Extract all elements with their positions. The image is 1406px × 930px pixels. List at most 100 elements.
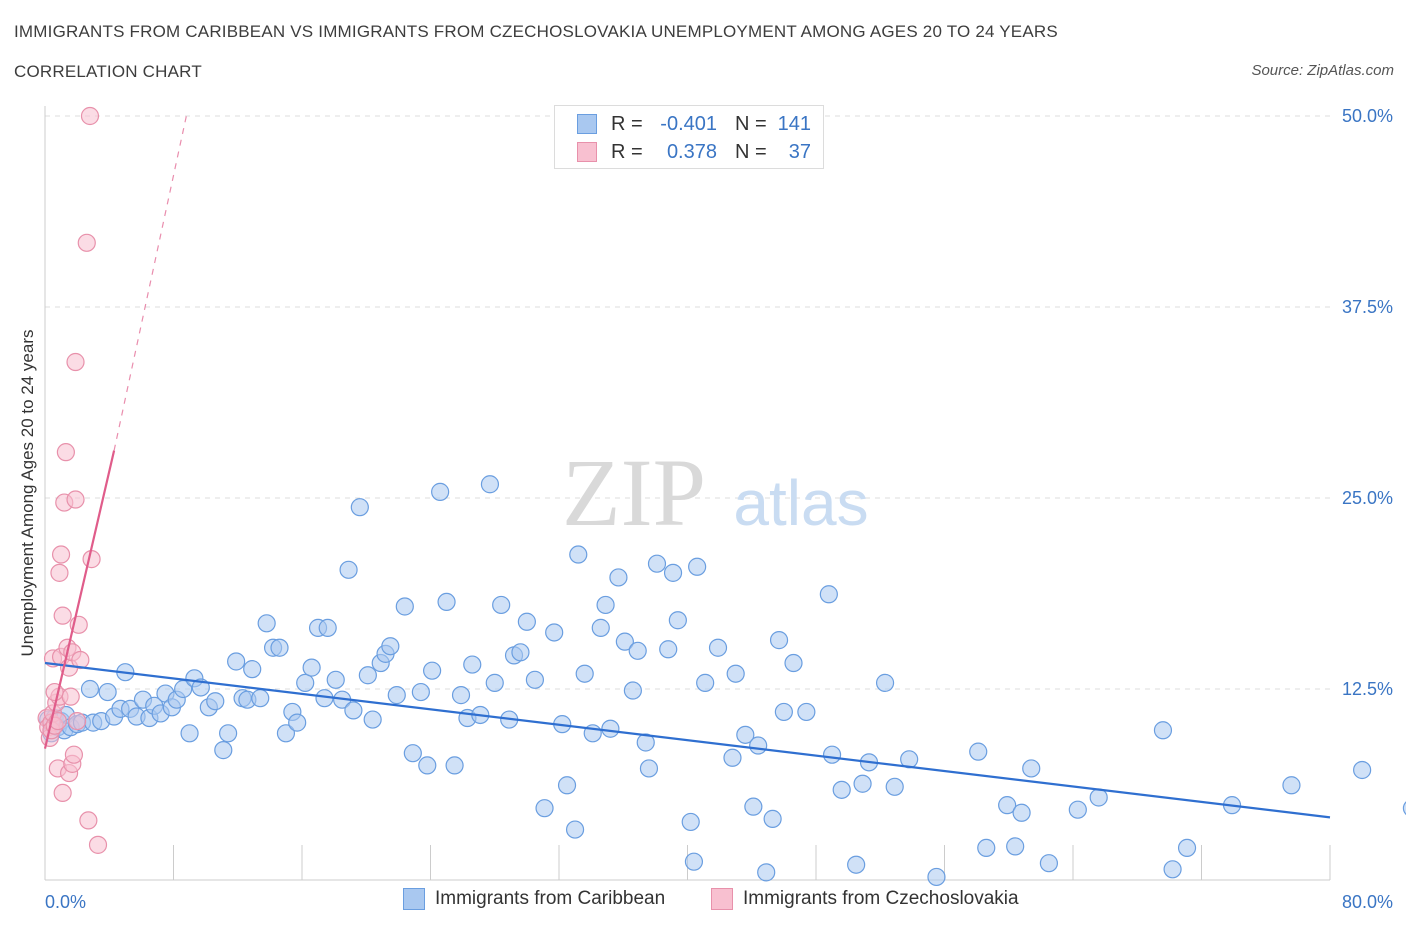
legend-r-label: R = [611,140,643,163]
x-tick-label: 0.0% [45,892,86,912]
caribbean-point [832,780,851,799]
correlation-legend: R = -0.401 N = 141 R = 0.378 N = 37 [554,105,824,169]
caribbean-point [517,612,536,631]
caribbean-point [451,686,471,705]
caribbean-point [601,719,620,738]
caribbean-point [684,852,704,871]
watermark-atlas: atlas [733,467,868,539]
czechoslovakia-point [68,711,87,731]
czechoslovakia-point [80,106,100,126]
bottom-legend-label-czechoslovakia: Immigrants from Czechoslovakia [743,888,1019,909]
caribbean-point [696,673,715,692]
caribbean-point [358,666,377,685]
caribbean-point [569,545,588,564]
bottom-legend-label-caribbean: Immigrants from Caribbean [435,888,666,909]
caribbean-point [363,710,382,729]
czechoslovakia-point [66,352,85,372]
caribbean-point [708,638,728,657]
caribbean-point [663,563,683,582]
caribbean-point [1068,800,1087,819]
czechoslovakia-point [66,490,85,509]
legend-r-value: -0.401 [660,112,717,135]
bottom-legend-swatch-caribbean [403,888,425,910]
caribbean-point [387,686,406,705]
caribbean-point [853,774,872,793]
caribbean-point [411,682,430,702]
chart-title: IMMIGRANTS FROM CARIBBEAN VS IMMIGRANTS … [14,22,1058,41]
caribbean-point [276,724,296,743]
caribbean-point [596,595,615,615]
czechoslovakia-trend-extension [113,115,187,451]
caribbean-point [326,670,345,689]
caribbean-point [977,838,996,858]
czechoslovakia-point [71,650,90,670]
caribbean-point [1089,788,1108,807]
caribbean-point [784,653,803,673]
legend-r-label: R = [611,112,643,135]
caribbean-point [1022,759,1041,778]
caribbean-point [227,652,246,671]
caribbean-point [492,595,511,615]
y-tick-label: 12.5% [1342,679,1393,699]
caribbean-point [723,748,742,767]
caribbean-point [98,682,117,702]
caribbean-point [1177,838,1197,858]
caribbean-point [296,673,315,692]
caribbean-point [302,658,321,677]
legend-swatch-caribbean [577,114,597,134]
czechoslovakia-point [61,687,80,706]
watermark-zip: ZIP [562,439,706,546]
watermark: ZIP atlas [562,439,869,546]
caribbean-point [180,724,199,743]
caribbean-point [647,554,667,573]
y-tick-label: 50.0% [1342,106,1393,126]
caribbean-point [1402,801,1406,816]
caribbean-point [1282,776,1301,795]
caribbean-point [525,670,545,689]
caribbean-point [927,867,946,887]
caribbean-point [463,655,482,674]
czechoslovakia-trend-line [43,450,116,749]
czechoslovakia-point [64,745,84,764]
caribbean-point [257,614,276,633]
tick-labels: 12.5% 25.0% 37.5% 50.0% 0.0% 80.0% [45,106,1393,912]
caribbean-point [1012,803,1031,822]
caribbean-point [318,618,337,637]
caribbean-point [270,638,289,657]
caribbean-point [726,664,745,683]
legend-swatch-czechoslovakia [577,142,597,162]
y-axis-label: Unemployment Among Ages 20 to 24 years [18,329,37,657]
caribbean-point [757,863,776,882]
caribbean-point [623,681,642,700]
czechoslovakia-point [48,711,67,731]
caribbean-point [819,585,838,604]
legend-n-value: 37 [788,140,811,163]
caribbean-point [1006,837,1025,856]
caribbean-point [565,820,585,839]
caribbean-point [251,689,270,708]
caribbean-point [591,618,610,637]
caribbean-point [1163,860,1182,879]
bottom-legend-swatch-czechoslovakia [711,888,733,910]
caribbean-point [545,623,564,642]
caribbean-point [575,664,594,683]
caribbean-point [80,679,100,699]
caribbean-point [797,702,816,722]
czechoslovakia-point [56,443,75,462]
caribbean-point [344,701,363,720]
caribbean-point [659,640,678,659]
legend-row-czechoslovakia: R = 0.378 N = 37 [577,140,811,164]
caribbean-point [350,498,369,517]
caribbean-point [822,745,842,764]
legend-n-label: N = [735,112,767,135]
y-tick-label: 25.0% [1342,488,1393,508]
caribbean-point [681,812,700,832]
caribbean-point [511,643,530,662]
czechoslovakia-point [82,550,101,569]
caribbean-point [668,611,687,630]
caribbean-point [395,597,414,616]
czechoslovakia-point [51,545,71,564]
caribbean-point [381,637,400,656]
caribbean-point [998,796,1017,815]
